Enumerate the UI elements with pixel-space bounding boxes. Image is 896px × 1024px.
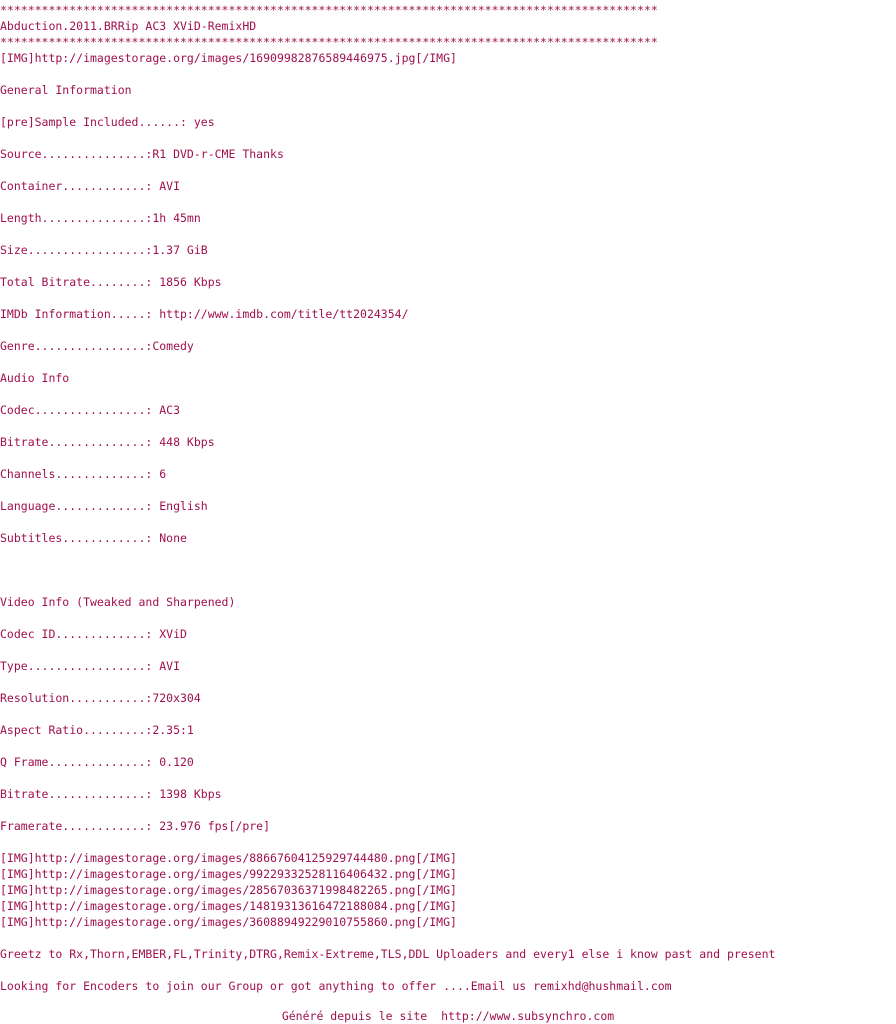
text-line: [IMG]http://imagestorage.org/images/8866… xyxy=(0,851,457,865)
text-line: Greetz to Rx,Thorn,EMBER,FL,Trinity,DTRG… xyxy=(0,947,776,961)
text-line: Bitrate..............: 448 Kbps xyxy=(0,435,215,449)
text-line: Total Bitrate........: 1856 Kbps xyxy=(0,275,222,289)
blank-line xyxy=(0,194,896,210)
text-line: Type.................: AVI xyxy=(0,659,181,673)
blank-line xyxy=(0,386,896,402)
blank-line xyxy=(0,450,896,466)
text-line: Resolution...........:720x304 xyxy=(0,691,201,705)
text-line: Size.................:1.37 GiB xyxy=(0,243,208,257)
blank-line xyxy=(0,354,896,370)
text-line: [IMG]http://imagestorage.org/images/9922… xyxy=(0,867,457,881)
blank-line xyxy=(0,930,896,946)
blank-line xyxy=(0,418,896,434)
text-line: Subtitles............: None xyxy=(0,531,187,545)
text-line: Language.............: English xyxy=(0,499,208,513)
blank-line xyxy=(0,706,896,722)
text-line: Looking for Encoders to join our Group o… xyxy=(0,979,672,993)
text-line: Q Frame..............: 0.120 xyxy=(0,755,194,769)
blank-line xyxy=(0,610,896,626)
blank-line xyxy=(0,290,896,306)
blank-line xyxy=(0,674,896,690)
blank-line xyxy=(0,834,896,850)
blank-line xyxy=(0,738,896,754)
text-line: Container............: AVI xyxy=(0,179,181,193)
blank-line xyxy=(0,770,896,786)
text-line: Video Info (Tweaked and Sharpened) xyxy=(0,595,236,609)
text-line: ****************************************… xyxy=(0,35,658,49)
text-line: Abduction.2011.BRRip AC3 XViD-RemixHD xyxy=(0,19,257,33)
text-line: [IMG]http://imagestorage.org/images/1481… xyxy=(0,899,457,913)
blank-line xyxy=(0,66,896,82)
blank-line xyxy=(0,98,896,114)
text-line: [IMG]http://imagestorage.org/images/2856… xyxy=(0,883,457,897)
text-line: Source...............:R1 DVD-r-CME Thank… xyxy=(0,147,284,161)
text-line: General Information xyxy=(0,83,132,97)
blank-line xyxy=(0,514,896,530)
text-line: Length...............:1h 45mn xyxy=(0,211,201,225)
blank-line xyxy=(0,562,896,578)
blank-line xyxy=(0,546,896,562)
blank-line xyxy=(0,322,896,338)
text-line: ****************************************… xyxy=(0,3,658,17)
text-line: Bitrate..............: 1398 Kbps xyxy=(0,787,222,801)
text-line: [IMG]http://imagestorage.org/images/3608… xyxy=(0,915,457,929)
nfo-document: ****************************************… xyxy=(0,2,896,994)
blank-line xyxy=(0,642,896,658)
blank-line xyxy=(0,130,896,146)
text-line: IMDb Information.....: http://www.imdb.c… xyxy=(0,307,409,321)
blank-line xyxy=(0,162,896,178)
blank-line xyxy=(0,962,896,978)
text-line: [IMG]http://imagestorage.org/images/1690… xyxy=(0,51,457,65)
text-line: Framerate............: 23.976 fps[/pre] xyxy=(0,819,271,833)
text-line: Codec................: AC3 xyxy=(0,403,181,417)
blank-line xyxy=(0,226,896,242)
text-line: Genre................:Comedy xyxy=(0,339,194,353)
blank-line xyxy=(0,578,896,594)
text-line: Audio Info xyxy=(0,371,70,385)
text-line: Aspect Ratio.........:2.35:1 xyxy=(0,723,194,737)
text-line: [pre]Sample Included......: yes xyxy=(0,115,215,129)
text-line: Channels.............: 6 xyxy=(0,467,167,481)
blank-line xyxy=(0,258,896,274)
footer-credit: Généré depuis le site http://www.subsync… xyxy=(281,1009,615,1023)
text-line: Codec ID.............: XViD xyxy=(0,627,187,641)
blank-line xyxy=(0,802,896,818)
blank-line xyxy=(0,482,896,498)
